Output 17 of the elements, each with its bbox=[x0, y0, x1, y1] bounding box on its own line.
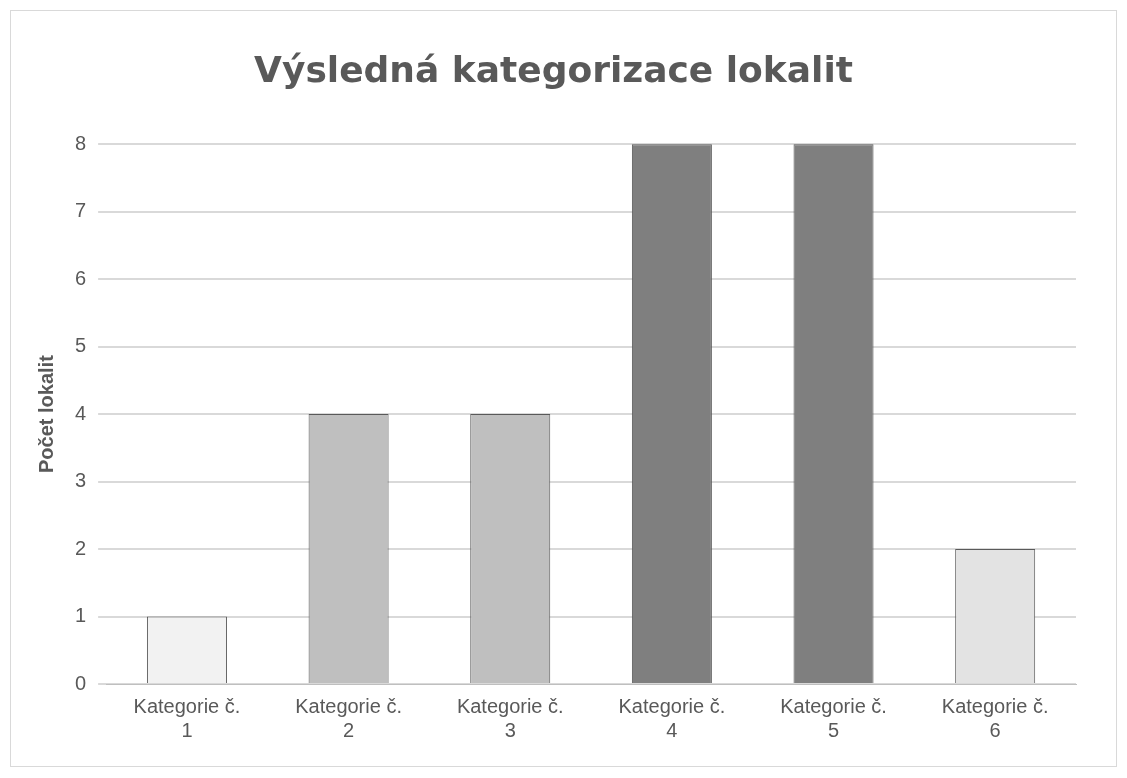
chart-title: Výsledná kategorizace lokalit bbox=[254, 48, 853, 90]
y-tick-label: 2 bbox=[75, 536, 87, 559]
y-tick-label: 4 bbox=[75, 401, 87, 424]
y-tick-label: 5 bbox=[75, 334, 87, 357]
x-tick-label: Kategorie č. 1 bbox=[133, 694, 241, 741]
x-tick-label: Kategorie č. 6 bbox=[941, 694, 1049, 741]
x-tick-label: Kategorie č. 2 bbox=[295, 694, 402, 741]
y-tick-label: 7 bbox=[75, 199, 87, 222]
y-tick-label: 1 bbox=[75, 604, 87, 627]
y-tick-label: 0 bbox=[75, 671, 87, 694]
y-axis-title: Počet lokalit bbox=[34, 354, 57, 474]
x-tick-label: Kategorie č. 4 bbox=[618, 694, 726, 741]
x-tick-label: Kategorie č. 3 bbox=[456, 694, 564, 741]
y-tick-label: 8 bbox=[75, 131, 87, 154]
x-tick-label: Kategorie č. 5 bbox=[780, 694, 887, 741]
y-tick-label: 6 bbox=[75, 266, 87, 289]
y-tick-label: 3 bbox=[75, 469, 87, 492]
